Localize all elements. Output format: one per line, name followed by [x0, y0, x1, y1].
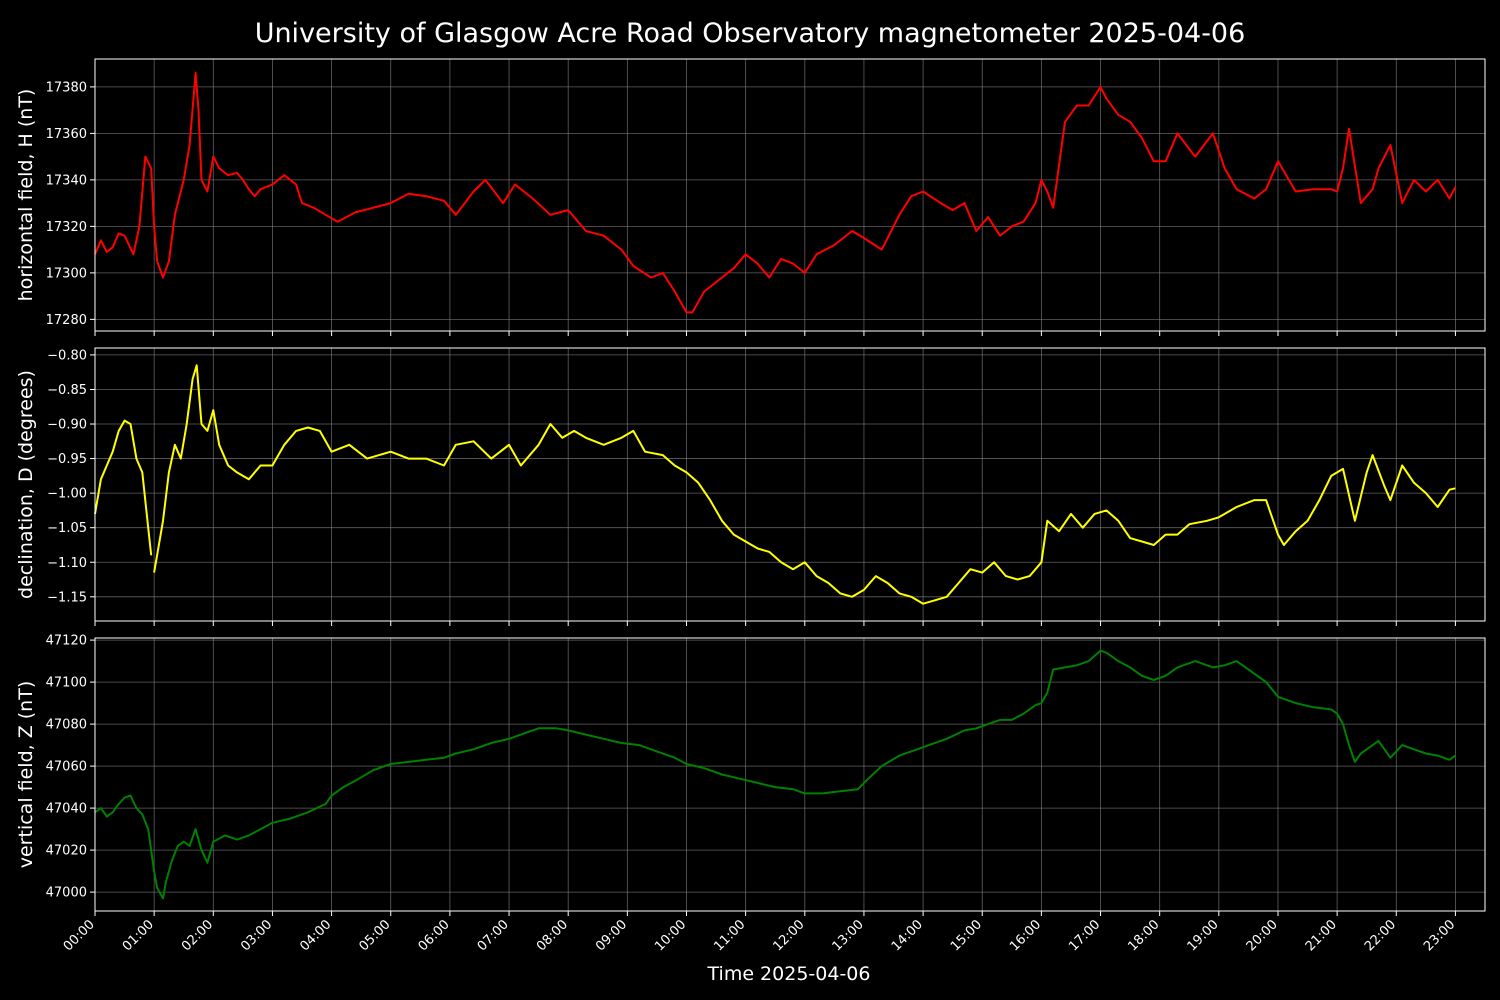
y-tick-label: −0.90: [47, 418, 87, 433]
panel-horizontal: 17280 17300 17320 17340 17360 17380 horizontal…: [15, 58, 1486, 336]
series-line-horizontal: [94, 71, 1457, 314]
axes-frame: [94, 58, 1486, 332]
y-tick-label: −1.10: [47, 556, 87, 571]
y-tick-label: 17340: [46, 173, 87, 188]
y-tick-label: 47020: [46, 844, 87, 859]
y-tick-label: 47100: [46, 676, 87, 691]
x-axis-label: Time 2025-04-06: [707, 963, 871, 985]
y-tick-label: −0.95: [47, 452, 87, 467]
y-tick-label: 47060: [46, 760, 87, 775]
chart-title: University of Glasgow Acre Road Observat…: [255, 18, 1246, 49]
panel-declination: −1.15 −1.10 −1.05 −1.00 −0.95 −0.90 −0.85 −0.80…: [15, 347, 1486, 626]
y-tick-label: 17380: [46, 80, 87, 95]
series-line-declination: [94, 364, 1456, 605]
y-tick-label: 47120: [46, 634, 87, 649]
axes-frame: [94, 347, 1486, 622]
y-axis-label-vertical: vertical field, Z (nT): [15, 681, 37, 869]
y-axis-label-horizontal: horizontal field, H (nT): [15, 89, 37, 302]
y-tick-label: −1.05: [47, 521, 87, 536]
y-tick-label: −1.00: [47, 487, 87, 502]
series-line-vertical: [94, 649, 1456, 900]
y-tick-label: 47000: [46, 886, 87, 901]
y-tick-label: 17360: [46, 127, 87, 142]
y-tick-label: −1.15: [47, 590, 87, 605]
y-tick-label: 17300: [46, 266, 87, 281]
axes-frame: [94, 637, 1486, 912]
y-tick-label: −0.85: [47, 383, 87, 398]
y-tick-label: 47040: [46, 802, 87, 817]
y-tick-label: −0.80: [47, 348, 87, 363]
y-tick-label: 47080: [46, 718, 87, 733]
y-tick-label: 17320: [46, 220, 87, 235]
y-axis-label-declination: declination, D (degrees): [15, 370, 37, 599]
y-tick-label: 17280: [46, 313, 87, 328]
